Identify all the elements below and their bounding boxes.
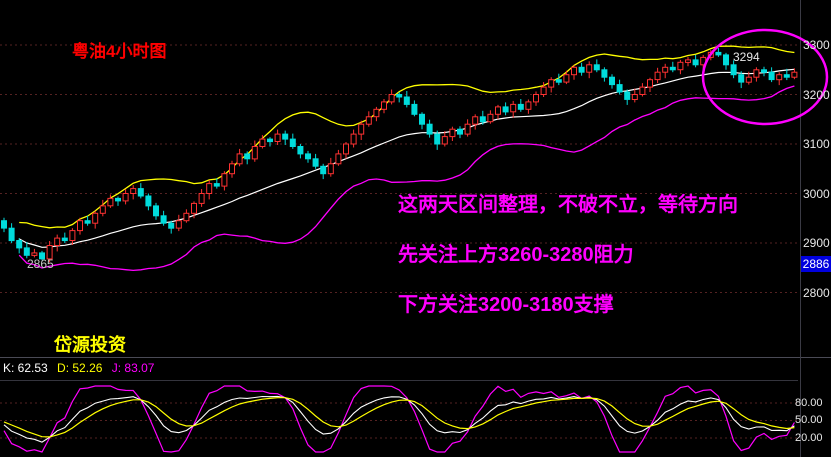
bollinger-bands bbox=[18, 45, 795, 272]
chart-title: 粤油4小时图 bbox=[72, 42, 167, 61]
kdj-j-value: J: 83.07 bbox=[111, 361, 155, 375]
kdj-readout: K: 62.53 D: 52.26 J: 83.07 bbox=[3, 361, 160, 375]
price-axis-label: 3200 bbox=[803, 88, 830, 102]
watermark: 岱源投资 bbox=[54, 335, 126, 355]
price-axis-label: 3100 bbox=[803, 137, 830, 151]
price-axis-label: 2800 bbox=[803, 286, 830, 300]
annotation-line-1: 这两天区间整理，不破不立，等待方向 bbox=[398, 194, 738, 216]
kdj-k-value: K: 62.53 bbox=[3, 361, 48, 375]
annotation-line-2: 先关注上方3260-3280阻力 bbox=[398, 244, 634, 266]
kdj-axis-label: 50.00 bbox=[795, 414, 823, 426]
annotation-line-3: 下方关注3200-3180支撑 bbox=[398, 294, 614, 316]
highlight-ellipse bbox=[701, 28, 829, 126]
kdj-axis-label: 20.00 bbox=[795, 432, 823, 444]
price-axis-label: 3000 bbox=[803, 187, 830, 201]
price-axis-label: 2900 bbox=[803, 236, 830, 250]
low-price-label: 2865 bbox=[27, 257, 54, 271]
kdj-d-value: D: 52.26 bbox=[57, 361, 103, 375]
kdj-lines bbox=[3, 385, 795, 453]
price-axis-label: 3300 bbox=[803, 38, 830, 52]
axis-price-badge: 2886 bbox=[801, 256, 831, 272]
high-price-label: 3294 bbox=[733, 50, 760, 64]
kdj-axis-label: 80.00 bbox=[795, 397, 823, 409]
